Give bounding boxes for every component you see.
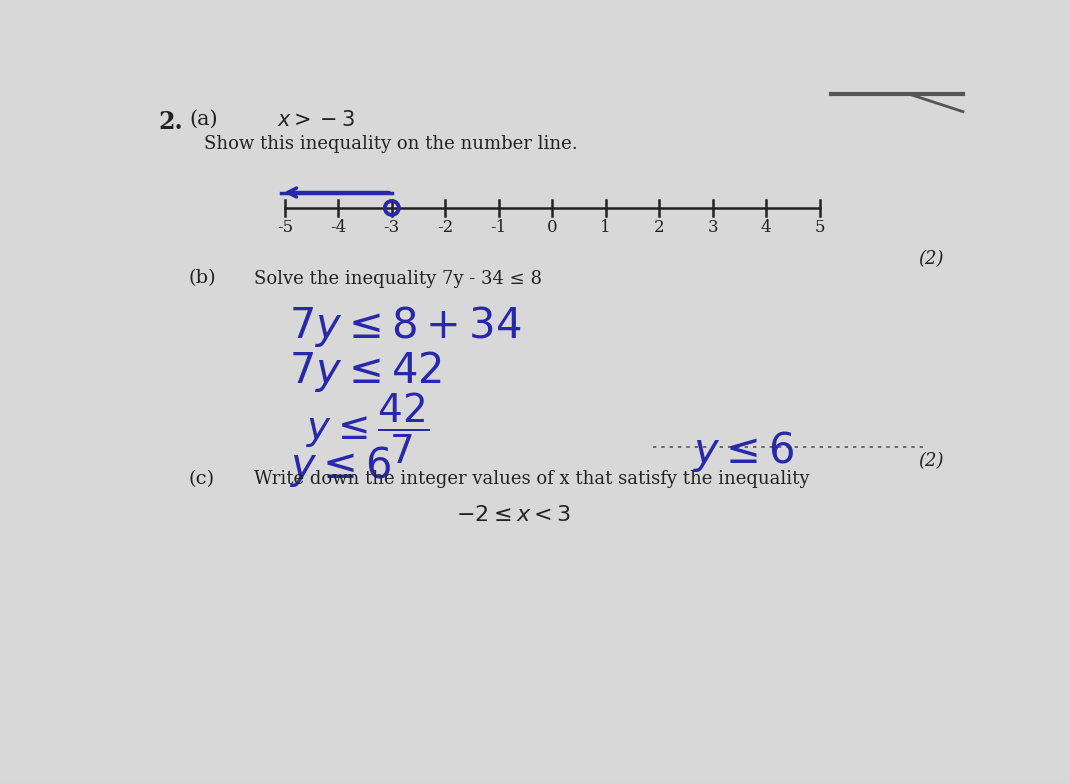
Text: $y \leq 6$: $y \leq 6$ — [691, 429, 794, 474]
Text: (2): (2) — [918, 251, 944, 269]
Text: 5: 5 — [814, 218, 825, 236]
Text: $7y \leq 8 + 34$: $7y \leq 8 + 34$ — [289, 304, 521, 349]
Text: (c): (c) — [188, 470, 214, 488]
Text: Show this inequality on the number line.: Show this inequality on the number line. — [203, 135, 577, 153]
Text: (a): (a) — [189, 110, 218, 129]
Text: $7y \leq 42$: $7y \leq 42$ — [289, 349, 442, 394]
Text: 0: 0 — [547, 218, 557, 236]
Text: -1: -1 — [491, 218, 507, 236]
Text: 1: 1 — [600, 218, 611, 236]
Text: Write down the integer values of x that satisfy the inequality: Write down the integer values of x that … — [254, 470, 809, 488]
Text: -3: -3 — [384, 218, 400, 236]
Text: -2: -2 — [438, 218, 454, 236]
Text: (b): (b) — [188, 269, 216, 287]
Text: -5: -5 — [277, 218, 293, 236]
Text: (2): (2) — [918, 452, 944, 470]
Text: 2: 2 — [654, 218, 664, 236]
Text: 2.: 2. — [158, 110, 183, 134]
Text: -4: -4 — [331, 218, 347, 236]
Text: Solve the inequality 7y - 34 ≤ 8: Solve the inequality 7y - 34 ≤ 8 — [254, 269, 541, 287]
Text: $x > -3$: $x > -3$ — [277, 110, 355, 130]
Text: $-2 \leq x < 3$: $-2 \leq x < 3$ — [456, 504, 571, 526]
Text: $y \leq \dfrac{42}{7}$: $y \leq \dfrac{42}{7}$ — [306, 391, 429, 466]
Text: $y \leq 6$: $y \leq 6$ — [289, 444, 392, 489]
Text: 3: 3 — [707, 218, 718, 236]
Text: 4: 4 — [761, 218, 771, 236]
